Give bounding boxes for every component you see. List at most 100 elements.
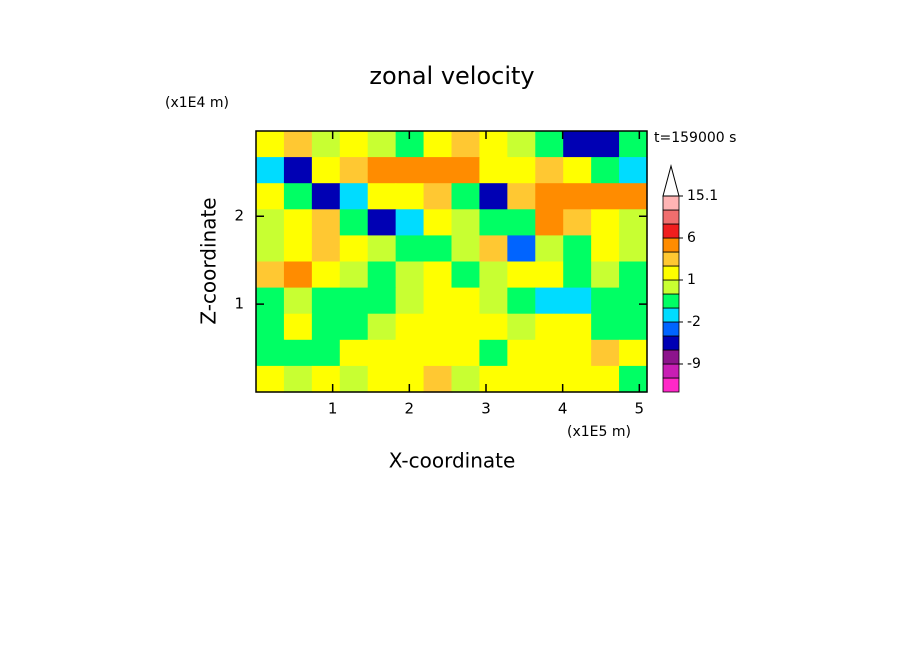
contour-cell (507, 131, 536, 158)
contour-cell (311, 157, 341, 184)
colorbar-tick-label: 1 (687, 272, 696, 288)
x-tick-label: 2 (405, 400, 415, 418)
contour-cell (535, 339, 564, 367)
contour-cell (367, 365, 397, 393)
colorbar-segment (662, 335, 680, 351)
contour-cell (451, 235, 481, 263)
contour-cell (479, 287, 508, 315)
contour-cell (451, 183, 481, 210)
contour-cell (619, 157, 648, 184)
contour-cell (563, 313, 592, 341)
contour-cell (311, 131, 341, 158)
contour-cell (423, 157, 453, 184)
contour-cell (619, 365, 648, 393)
contour-cell (535, 235, 564, 263)
contour-cell (507, 365, 536, 393)
contour-cell (507, 313, 536, 341)
contour-cell (367, 235, 397, 263)
contour-cell (591, 131, 620, 158)
contour-cell (423, 209, 453, 236)
x-tick-label: 4 (558, 400, 568, 418)
contour-cell (283, 157, 313, 184)
contour-cell (563, 235, 592, 263)
contour-cell (535, 313, 564, 341)
contour-cell (507, 157, 536, 184)
contour-cell (423, 313, 453, 341)
contour-cell (283, 313, 313, 341)
contour-cell (535, 131, 564, 158)
contour-cell (395, 287, 425, 315)
contour-cell (283, 287, 313, 315)
colorbar-segment (662, 251, 680, 267)
contour-cell (591, 183, 620, 210)
contour-cell (256, 183, 285, 210)
contour-cell (563, 209, 592, 236)
colorbar-segment (662, 279, 680, 295)
contour-cell (479, 339, 508, 367)
contour-cell (563, 339, 592, 367)
contour-cell (256, 131, 285, 158)
colorbar-segment (662, 377, 680, 393)
contour-cell (451, 157, 481, 184)
annotation: t=159000 s (654, 130, 736, 146)
contour-cell (367, 261, 397, 289)
colorbar-segment (662, 195, 680, 211)
plot-frame (255, 130, 648, 393)
contour-cell (507, 235, 536, 263)
contour-cell (339, 261, 369, 289)
contour-cell (256, 235, 285, 263)
contour-cell (535, 365, 564, 393)
contour-cell (451, 313, 481, 341)
contour-cell (423, 235, 453, 263)
contour-cell (256, 313, 285, 341)
contour-cell (619, 131, 648, 158)
x-axis-label: X-coordinate (389, 449, 516, 473)
contour-cell (619, 209, 648, 236)
contour-cell (591, 287, 620, 315)
contour-cell (367, 313, 397, 341)
contour-cell (395, 157, 425, 184)
y-tick-label: 1 (234, 295, 244, 313)
contour-cell (451, 287, 481, 315)
y-unit: (x1E4 m) (165, 95, 229, 111)
contour-cell (283, 339, 313, 367)
contour-cell (283, 365, 313, 393)
contour-cell (256, 209, 285, 236)
contour-cell (535, 261, 564, 289)
contour-cell (535, 209, 564, 236)
contour-cell (507, 339, 536, 367)
colorbar-tick-label: 15.1 (687, 188, 718, 204)
contour-cell (479, 157, 508, 184)
y-axis-label: Z-coordinate (197, 197, 221, 324)
contour-cell (395, 261, 425, 289)
contour-cell (311, 209, 341, 236)
chart-title: zonal velocity (369, 62, 534, 90)
contour-cell (311, 287, 341, 315)
contour-cell (619, 183, 648, 210)
x-tick-label: 1 (328, 400, 338, 418)
contour-cell (619, 235, 648, 263)
contour-cell (535, 183, 564, 210)
contour-cell (339, 339, 369, 367)
x-unit: (x1E5 m) (567, 424, 631, 440)
contour-cell (619, 261, 648, 289)
contour-cell (367, 183, 397, 210)
contour-cell (395, 235, 425, 263)
x-tick-label: 5 (635, 400, 645, 418)
contour-cell (395, 339, 425, 367)
contour-cell (311, 365, 341, 393)
contour-cell (423, 261, 453, 289)
contour-cell (339, 131, 369, 158)
colorbar-segment (662, 349, 680, 365)
contour-cell (367, 157, 397, 184)
contour-cell (479, 235, 508, 263)
contour-cell (479, 183, 508, 210)
contour-cell (256, 261, 285, 289)
contour-cell (283, 131, 313, 158)
contour-cell (451, 261, 481, 289)
colorbar-segment (662, 293, 680, 309)
contour-cell (339, 235, 369, 263)
contour-cell (283, 261, 313, 289)
contour-cell (479, 131, 508, 158)
